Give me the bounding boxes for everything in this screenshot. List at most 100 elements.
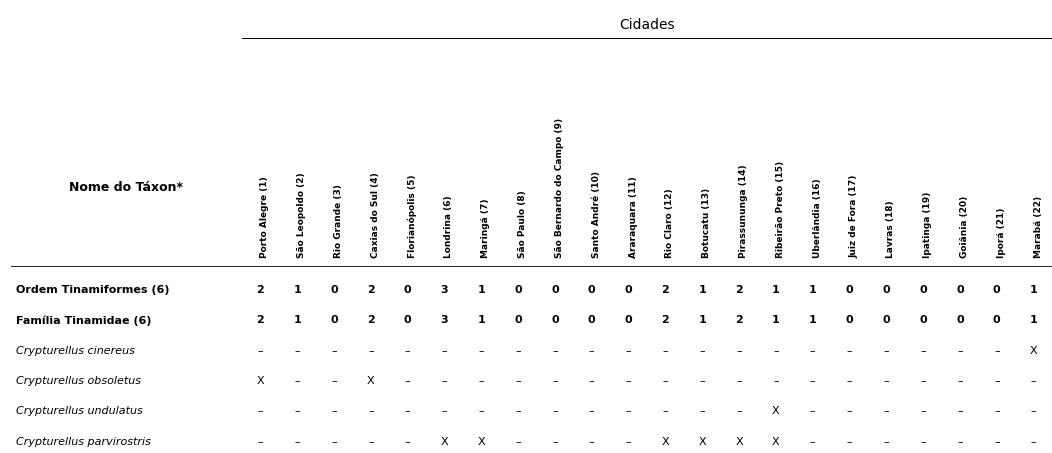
Text: –: – xyxy=(405,437,410,447)
Text: 1: 1 xyxy=(772,315,780,325)
Text: –: – xyxy=(442,376,447,386)
Text: 1: 1 xyxy=(1030,315,1037,325)
Text: –: – xyxy=(589,376,594,386)
Text: 1: 1 xyxy=(699,315,706,325)
Text: –: – xyxy=(479,376,484,386)
Text: –: – xyxy=(773,346,778,356)
Text: –: – xyxy=(810,406,815,416)
Text: –: – xyxy=(810,346,815,356)
Text: 0: 0 xyxy=(993,285,1000,295)
Text: São Leopoldo (2): São Leopoldo (2) xyxy=(298,173,306,258)
Text: –: – xyxy=(736,406,742,416)
Text: Botucatu (13): Botucatu (13) xyxy=(703,188,711,258)
Text: Pirassununga (14): Pirassununga (14) xyxy=(739,164,748,258)
Text: –: – xyxy=(920,406,926,416)
Text: 1: 1 xyxy=(478,285,485,295)
Text: –: – xyxy=(589,437,594,447)
Text: 1: 1 xyxy=(294,285,301,295)
Text: 0: 0 xyxy=(588,285,595,295)
Text: São Paulo (8): São Paulo (8) xyxy=(518,190,527,258)
Text: –: – xyxy=(847,346,852,356)
Text: –: – xyxy=(957,376,963,386)
Text: 0: 0 xyxy=(514,315,522,325)
Text: Rio Grande (3): Rio Grande (3) xyxy=(335,184,343,258)
Text: X: X xyxy=(735,437,743,447)
Text: –: – xyxy=(663,346,668,356)
Text: –: – xyxy=(331,346,337,356)
Text: 2: 2 xyxy=(257,285,264,295)
Text: 1: 1 xyxy=(699,285,706,295)
Text: –: – xyxy=(479,406,484,416)
Text: 0: 0 xyxy=(625,315,632,325)
Text: Lavras (18): Lavras (18) xyxy=(886,201,895,258)
Text: –: – xyxy=(884,346,889,356)
Text: 0: 0 xyxy=(551,315,559,325)
Text: –: – xyxy=(552,437,558,447)
Text: 0: 0 xyxy=(919,315,927,325)
Text: –: – xyxy=(994,437,999,447)
Text: Juiz de Fora (17): Juiz de Fora (17) xyxy=(850,175,858,258)
Text: –: – xyxy=(589,406,594,416)
Text: X: X xyxy=(441,437,448,447)
Text: –: – xyxy=(331,437,337,447)
Text: 0: 0 xyxy=(514,285,522,295)
Text: –: – xyxy=(331,376,337,386)
Text: –: – xyxy=(442,406,447,416)
Text: 0: 0 xyxy=(330,315,338,325)
Text: X: X xyxy=(1030,346,1037,356)
Text: Crypturellus obsoletus: Crypturellus obsoletus xyxy=(16,376,141,386)
Text: 0: 0 xyxy=(625,285,632,295)
Text: –: – xyxy=(957,406,963,416)
Text: 0: 0 xyxy=(330,285,338,295)
Text: –: – xyxy=(700,406,705,416)
Text: X: X xyxy=(662,437,669,447)
Text: Maringá (7): Maringá (7) xyxy=(482,199,490,258)
Text: X: X xyxy=(367,376,375,386)
Text: –: – xyxy=(405,376,410,386)
Text: –: – xyxy=(295,346,300,356)
Text: X: X xyxy=(478,437,485,447)
Text: 2: 2 xyxy=(735,285,743,295)
Text: X: X xyxy=(772,406,780,416)
Text: –: – xyxy=(663,406,668,416)
Text: Ipatinga (19): Ipatinga (19) xyxy=(924,192,932,258)
Text: –: – xyxy=(920,437,926,447)
Text: –: – xyxy=(810,437,815,447)
Text: São Bernardo do Campo (9): São Bernardo do Campo (9) xyxy=(555,118,564,258)
Text: –: – xyxy=(773,376,778,386)
Text: Iporá (21): Iporá (21) xyxy=(997,208,1006,258)
Text: –: – xyxy=(884,406,889,416)
Text: –: – xyxy=(552,376,558,386)
Text: Família Tinamidae (6): Família Tinamidae (6) xyxy=(16,315,151,326)
Text: Ribeirão Preto (15): Ribeirão Preto (15) xyxy=(776,161,785,258)
Text: –: – xyxy=(368,437,373,447)
Text: –: – xyxy=(515,406,521,416)
Text: Crypturellus undulatus: Crypturellus undulatus xyxy=(16,406,142,416)
Text: –: – xyxy=(994,376,999,386)
Text: –: – xyxy=(736,376,742,386)
Text: 0: 0 xyxy=(846,285,853,295)
Text: 1: 1 xyxy=(809,315,816,325)
Text: –: – xyxy=(552,406,558,416)
Text: –: – xyxy=(847,437,852,447)
Text: –: – xyxy=(736,346,742,356)
Text: –: – xyxy=(920,346,926,356)
Text: –: – xyxy=(295,376,300,386)
Text: 3: 3 xyxy=(441,315,448,325)
Text: 1: 1 xyxy=(809,285,816,295)
Text: –: – xyxy=(515,376,521,386)
Text: Goiânia (20): Goiânia (20) xyxy=(959,196,969,258)
Text: –: – xyxy=(368,406,373,416)
Text: 0: 0 xyxy=(588,315,595,325)
Text: 0: 0 xyxy=(883,315,890,325)
Text: X: X xyxy=(257,376,264,386)
Text: 0: 0 xyxy=(404,285,411,295)
Text: –: – xyxy=(884,437,889,447)
Text: Santo André (10): Santo André (10) xyxy=(591,171,601,258)
Text: 2: 2 xyxy=(662,285,669,295)
Text: –: – xyxy=(368,346,373,356)
Text: –: – xyxy=(626,376,631,386)
Text: –: – xyxy=(700,346,705,356)
Text: –: – xyxy=(1031,406,1036,416)
Text: 2: 2 xyxy=(662,315,669,325)
